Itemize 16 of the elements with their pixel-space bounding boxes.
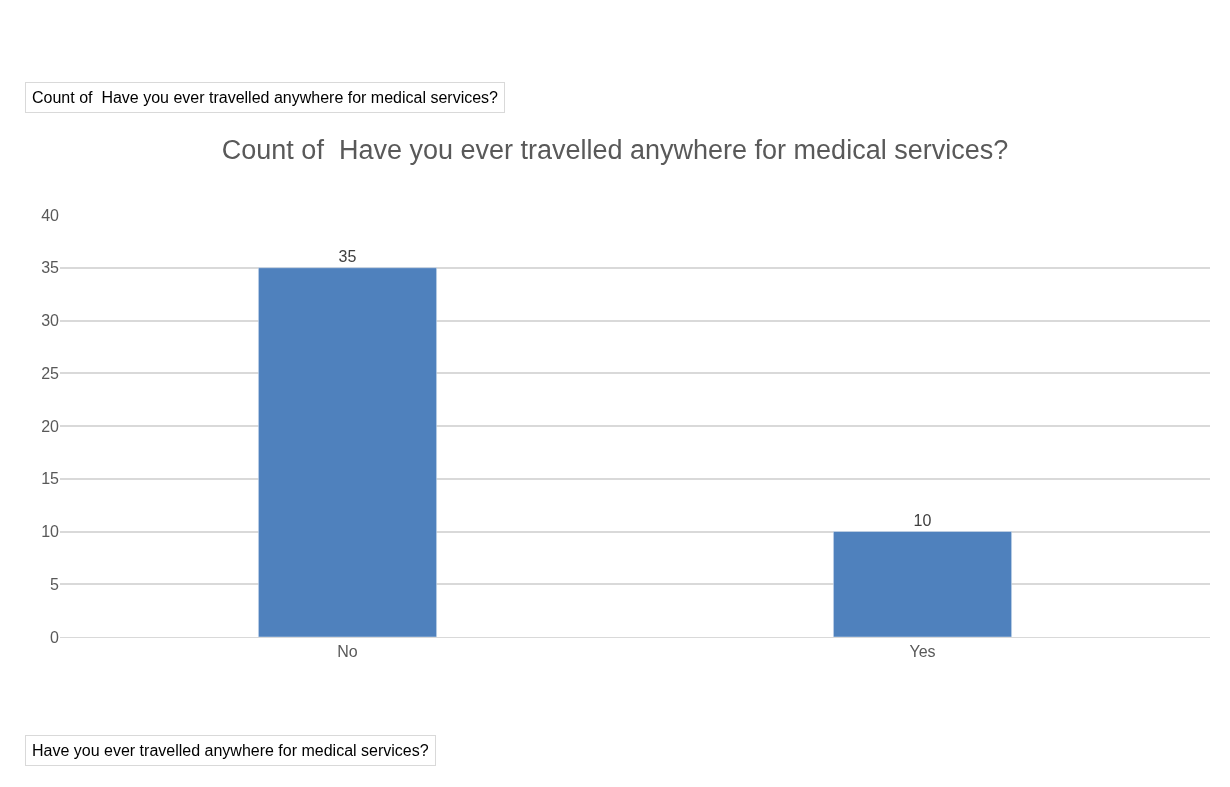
data-label: 35 [338, 247, 357, 265]
text: Count of Have you ever travelled anywhere for medical services? [32, 89, 499, 106]
x-tick-label: No [337, 643, 358, 661]
y-tick-label: 15 [41, 470, 60, 488]
x-tick-label: Yes [909, 643, 936, 661]
data-label: 10 [913, 511, 932, 529]
y-tick-label: 10 [41, 523, 60, 541]
y-tick-label: 5 [50, 575, 60, 593]
y-tick-label: 40 [41, 206, 60, 224]
y-tick-label: 35 [41, 259, 60, 277]
chart-title: Count of Have you ever travelled anywhere for medical services? [221, 135, 1009, 166]
text: Have you ever travelled anywhere for medical services? [32, 742, 429, 759]
y-tick-label: 25 [41, 364, 60, 382]
y-tick-label: 20 [41, 417, 60, 435]
y-tick-label: 0 [50, 628, 60, 646]
y-tick-label: 30 [41, 312, 60, 330]
